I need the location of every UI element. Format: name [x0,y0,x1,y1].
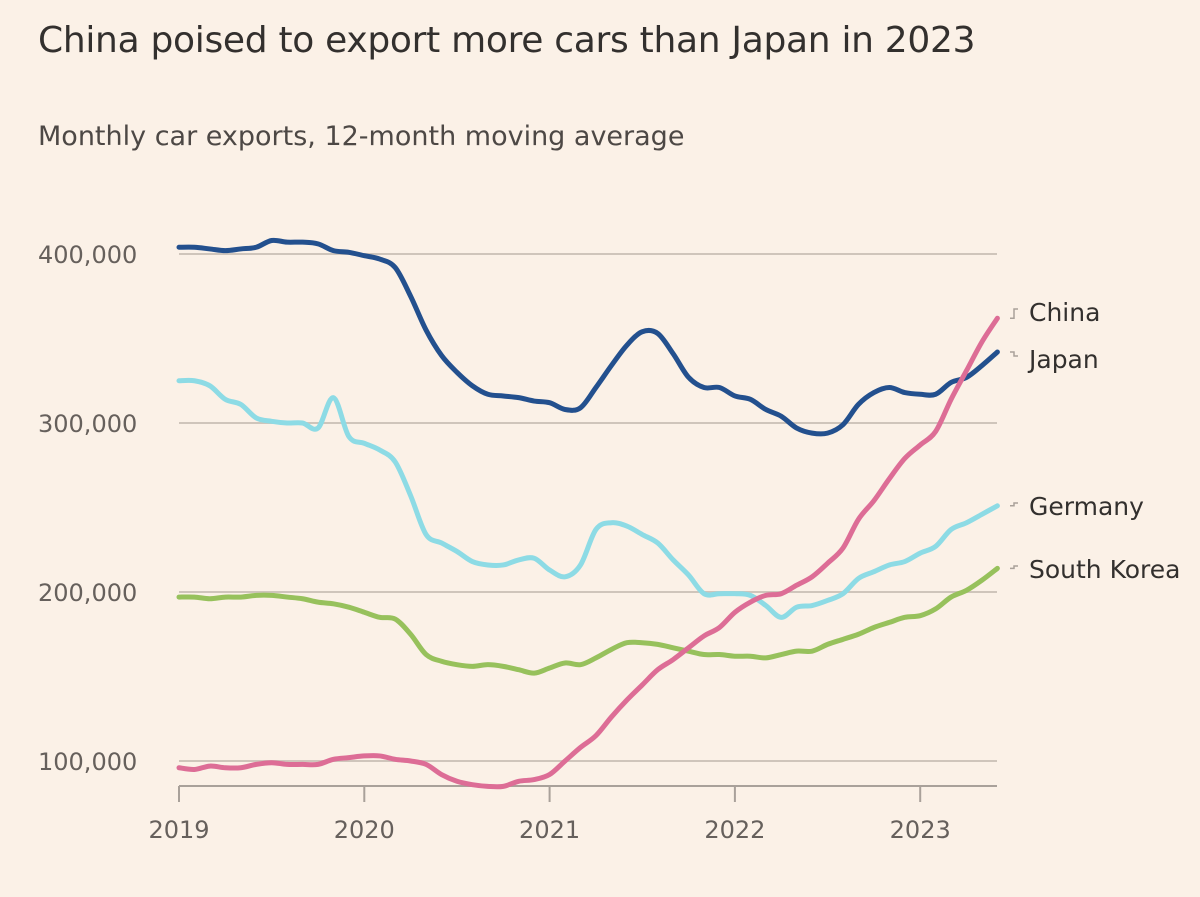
label-connector [1010,351,1018,357]
series-line-china [176,315,1000,790]
series-label: South Korea [1029,555,1180,584]
label-connector [1010,308,1018,319]
series-label: Japan [1027,345,1099,374]
x-tick-label: 2020 [334,816,395,844]
x-tick-label: 2019 [148,816,209,844]
chart-subtitle: Monthly car exports, 12-month moving ave… [38,121,685,152]
x-tick-label: 2023 [890,816,951,844]
label-connector [1010,565,1018,570]
series-line-south-korea [176,565,1000,676]
label-connector [1010,502,1018,507]
y-tick-label: 200,000 [38,579,137,607]
series-label: China [1029,298,1100,327]
chart-title: China poised to export more cars than Ja… [38,20,976,61]
y-tick-label: 400,000 [38,241,137,269]
series-label: Germany [1029,492,1144,521]
series-line-germany [176,377,1000,620]
series-line-japan [176,237,1000,437]
y-tick-label: 100,000 [38,748,137,776]
y-tick-label: 300,000 [38,410,137,438]
x-tick-label: 2022 [704,816,765,844]
x-tick-label: 2021 [519,816,580,844]
